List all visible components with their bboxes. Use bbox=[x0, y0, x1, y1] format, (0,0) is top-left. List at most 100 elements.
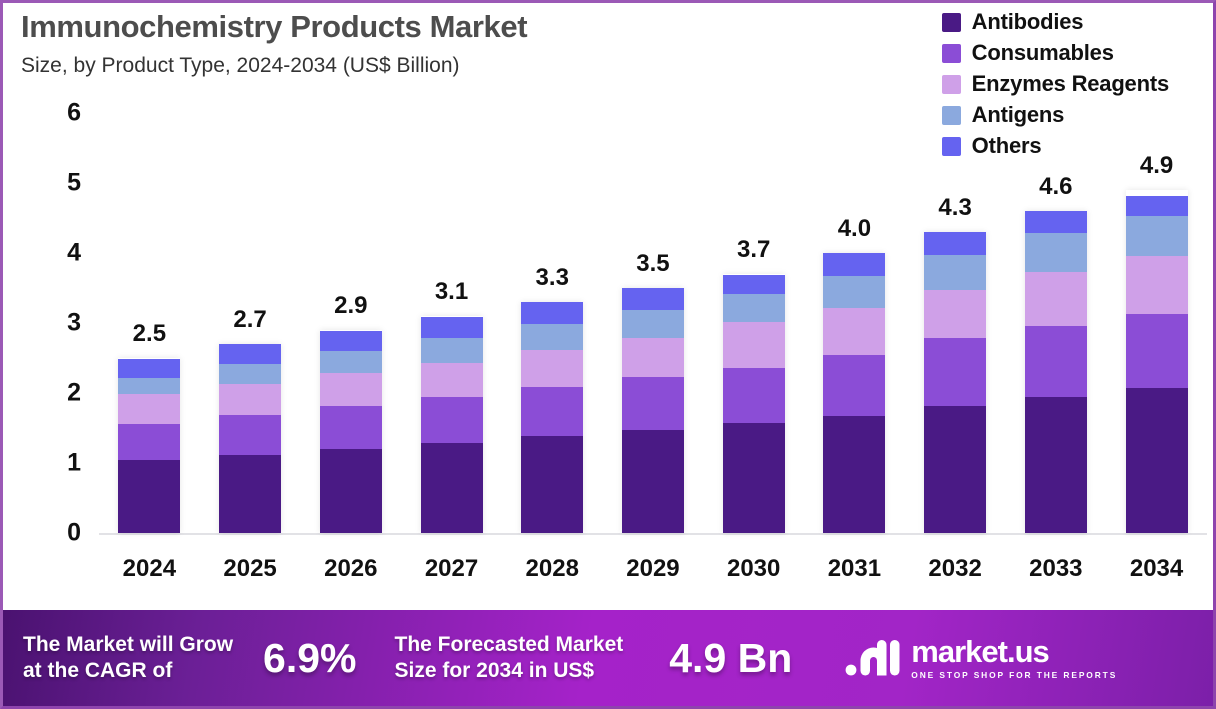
summary-banner: The Market will Grow at the CAGR of 6.9%… bbox=[3, 610, 1213, 706]
bar-segment-antibodies[interactable] bbox=[420, 443, 483, 533]
bar-segment-consumables[interactable] bbox=[521, 387, 584, 437]
bar-stack[interactable] bbox=[621, 288, 684, 533]
bar-segment-consumables[interactable] bbox=[1125, 313, 1188, 389]
x-axis-tick-label: 2028 bbox=[525, 555, 579, 582]
legend-item-label: Antibodies bbox=[971, 9, 1084, 34]
bar-stack[interactable] bbox=[1024, 211, 1087, 533]
bar-segment-consumables[interactable] bbox=[823, 354, 886, 417]
legend-item-antigens[interactable]: Antigens bbox=[941, 102, 1064, 128]
legend-item-consumables[interactable]: Consumables bbox=[941, 40, 1114, 66]
bar-segment-others[interactable] bbox=[1125, 195, 1188, 216]
y-axis-tick-label: 1 bbox=[67, 448, 81, 477]
bar-stack[interactable] bbox=[924, 232, 987, 533]
bar-segment-antigens[interactable] bbox=[521, 324, 584, 351]
bar-segment-others[interactable] bbox=[118, 359, 181, 379]
bar-segment-others[interactable] bbox=[420, 316, 483, 339]
bar-segment-antigens[interactable] bbox=[621, 310, 684, 338]
bar-segment-antigens[interactable] bbox=[319, 351, 382, 374]
bar-stack[interactable] bbox=[521, 302, 584, 533]
bar-segment-others[interactable] bbox=[621, 288, 684, 311]
bar-segment-antigens[interactable] bbox=[1125, 215, 1188, 256]
legend-swatch-icon bbox=[941, 105, 961, 125]
bar-segment-antibodies[interactable] bbox=[924, 406, 987, 533]
bar-segment-antibodies[interactable] bbox=[823, 416, 886, 533]
bar-group-2033[interactable]: 4.6 bbox=[1019, 113, 1093, 533]
bar-group-2034[interactable]: 4.9 bbox=[1120, 113, 1194, 533]
bar-group-2025[interactable]: 2.7 bbox=[213, 113, 287, 533]
bar-segment-enzymes-reagents[interactable] bbox=[319, 373, 382, 407]
cagr-caption-line1: The Market will Grow bbox=[23, 632, 234, 656]
bar-segment-antigens[interactable] bbox=[924, 255, 987, 291]
x-axis-tick-label: 2031 bbox=[827, 555, 882, 582]
legend-item-others[interactable]: Others bbox=[941, 133, 1042, 159]
bar-total-label: 4.9 bbox=[1139, 152, 1174, 179]
bar-stack[interactable] bbox=[1125, 190, 1188, 533]
bar-segment-others[interactable] bbox=[521, 302, 584, 325]
bar-stack[interactable] bbox=[219, 344, 282, 533]
legend-item-label: Enzymes Reagents bbox=[971, 71, 1170, 96]
bar-group-2032[interactable]: 4.3 bbox=[918, 113, 992, 533]
bar-segment-consumables[interactable] bbox=[722, 367, 785, 424]
bar-segment-enzymes-reagents[interactable] bbox=[420, 362, 483, 398]
bar-segment-others[interactable] bbox=[722, 275, 785, 295]
bar-segment-enzymes-reagents[interactable] bbox=[219, 383, 282, 416]
legend-item-antibodies[interactable]: Antibodies bbox=[941, 9, 1084, 35]
bar-segment-antibodies[interactable] bbox=[319, 449, 382, 533]
bar-segment-consumables[interactable] bbox=[319, 406, 382, 449]
bar-segment-antigens[interactable] bbox=[823, 276, 886, 308]
bar-segment-antigens[interactable] bbox=[219, 363, 282, 384]
bar-segment-enzymes-reagents[interactable] bbox=[118, 394, 181, 424]
bar-segment-antigens[interactable] bbox=[118, 378, 181, 395]
bar-group-2024[interactable]: 2.5 bbox=[112, 113, 186, 533]
bar-segment-enzymes-reagents[interactable] bbox=[722, 321, 785, 368]
bar-segment-enzymes-reagents[interactable] bbox=[924, 290, 987, 339]
bar-segment-antigens[interactable] bbox=[722, 294, 785, 322]
bar-group-2031[interactable]: 4.0 bbox=[817, 113, 891, 533]
bar-segment-consumables[interactable] bbox=[118, 423, 181, 461]
bar-segment-consumables[interactable] bbox=[219, 415, 282, 455]
legend-item-enzymes-reagents[interactable]: Enzymes Reagents bbox=[941, 71, 1170, 97]
bar-segment-antibodies[interactable] bbox=[621, 429, 684, 533]
x-axis-tick-label: 2030 bbox=[726, 555, 781, 582]
bar-group-2029[interactable]: 3.5 bbox=[616, 113, 690, 533]
bar-stack[interactable] bbox=[118, 358, 181, 533]
bar-stack[interactable] bbox=[823, 253, 886, 533]
bar-segment-antibodies[interactable] bbox=[1024, 397, 1087, 533]
bar-segment-antibodies[interactable] bbox=[118, 460, 181, 533]
bar-segment-enzymes-reagents[interactable] bbox=[1024, 271, 1087, 326]
bar-total-label: 2.7 bbox=[233, 306, 267, 333]
bar-group-2027[interactable]: 3.1 bbox=[415, 113, 489, 533]
bar-segment-others[interactable] bbox=[219, 344, 282, 364]
bar-segment-enzymes-reagents[interactable] bbox=[521, 350, 584, 388]
bar-group-2030[interactable]: 3.7 bbox=[717, 113, 791, 533]
cagr-caption: The Market will Grow at the CAGR of bbox=[23, 632, 233, 685]
bar-segment-antigens[interactable] bbox=[1024, 232, 1087, 272]
bar-segment-others[interactable] bbox=[1024, 211, 1087, 233]
market-us-logo[interactable]: market.us ONE STOP SHOP FOR THE REPORTS bbox=[844, 634, 1117, 683]
legend-item-label: Others bbox=[971, 133, 1042, 158]
bar-segment-others[interactable] bbox=[823, 253, 886, 277]
bar-segment-enzymes-reagents[interactable] bbox=[1125, 255, 1188, 314]
bar-segment-consumables[interactable] bbox=[621, 377, 684, 430]
bar-group-2028[interactable]: 3.3 bbox=[515, 113, 589, 533]
bar-segment-consumables[interactable] bbox=[1024, 325, 1087, 398]
bar-segment-consumables[interactable] bbox=[420, 397, 483, 444]
bar-segment-others[interactable] bbox=[924, 232, 987, 256]
bar-series-container: 2.5 2.7 2.9 3.1 3.3 3.5 3.7 4.0 4.3 4.6 4.9 bbox=[99, 113, 1207, 533]
bar-segment-consumables[interactable] bbox=[924, 338, 987, 407]
bar-stack[interactable] bbox=[722, 274, 785, 533]
bar-segment-antigens[interactable] bbox=[420, 338, 483, 363]
cagr-value: 6.9% bbox=[263, 634, 357, 681]
bar-segment-enzymes-reagents[interactable] bbox=[621, 337, 684, 378]
bar-segment-antibodies[interactable] bbox=[219, 454, 282, 533]
bar-group-2026[interactable]: 2.9 bbox=[314, 113, 388, 533]
x-axis-tick-label: 2025 bbox=[223, 555, 277, 582]
bar-stack[interactable] bbox=[319, 330, 382, 533]
bar-total-label: 2.9 bbox=[334, 292, 368, 319]
bar-segment-antibodies[interactable] bbox=[521, 436, 584, 533]
bar-stack[interactable] bbox=[420, 316, 483, 533]
bar-segment-enzymes-reagents[interactable] bbox=[823, 307, 886, 355]
bar-segment-antibodies[interactable] bbox=[1125, 388, 1188, 533]
bar-segment-others[interactable] bbox=[319, 330, 382, 352]
bar-segment-antibodies[interactable] bbox=[722, 423, 785, 533]
